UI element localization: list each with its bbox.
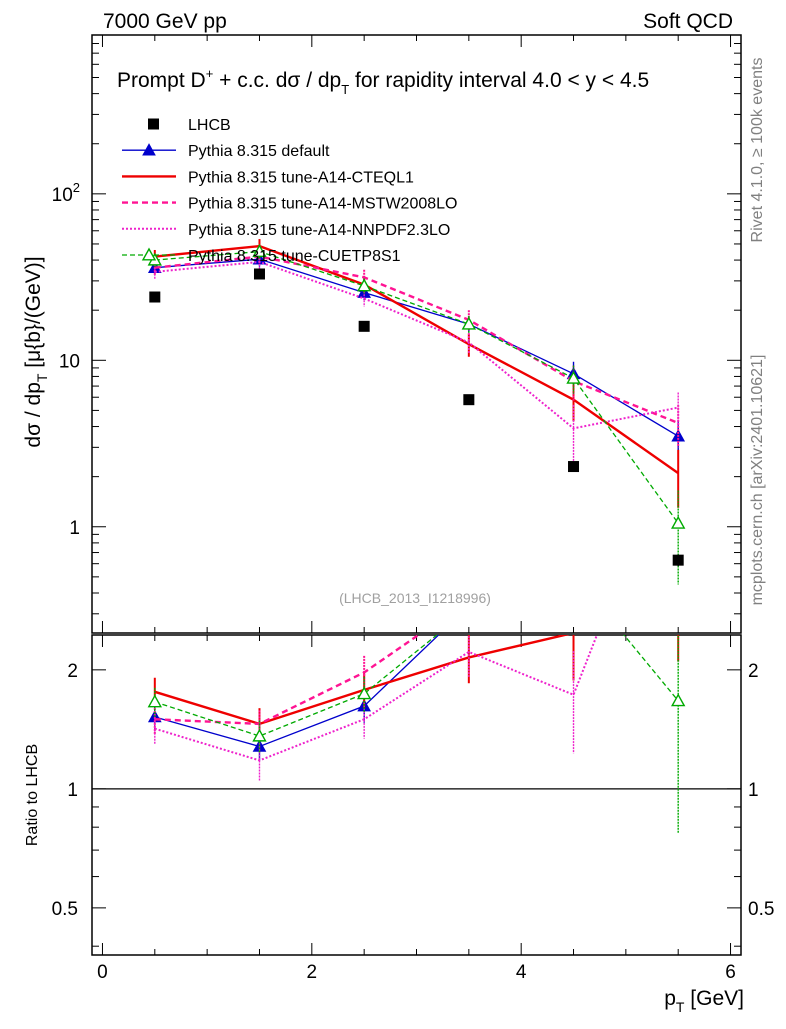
legend-marker-data xyxy=(148,118,159,130)
data-marker xyxy=(149,291,161,303)
ratio-y-tick-label-left: 0.5 xyxy=(52,899,78,920)
x-axis-label-sub: T xyxy=(676,999,685,1015)
series-4-ratio-marker xyxy=(568,568,580,579)
chart-title: Prompt D+ + c.c. dσ / dpT for rapidity i… xyxy=(117,66,649,97)
x-tick-label: 4 xyxy=(516,962,527,983)
legend-label-series-3: Pythia 8.315 tune-A14-NNPDF2.3LO xyxy=(188,222,450,239)
legend-marker-series-0 xyxy=(142,143,156,156)
legend-label-data: LHCB xyxy=(188,117,231,134)
legend-label-series-2: Pythia 8.315 tune-A14-MSTW2008LO xyxy=(188,196,457,213)
chart-title-tail: for rapidity interval 4.0 < y < 4.5 xyxy=(349,69,649,92)
series-4-ratio-line xyxy=(154,635,679,737)
series-4-line xyxy=(154,250,679,524)
ratio-axis-label: Ratio to LHCB xyxy=(24,744,41,846)
ratio-y-tick-label-left: 1 xyxy=(67,780,78,801)
x-axis-label-post: [GeV] xyxy=(684,987,744,1010)
chart-title-sup: + xyxy=(206,66,214,81)
ratio-plot xyxy=(147,563,686,834)
y-tick-label-base: 1 xyxy=(69,518,80,539)
y-axis-label-sub: T xyxy=(34,373,50,382)
analysis-id-label: (LHCB_2013_I1218996) xyxy=(339,590,491,606)
ratio-frame xyxy=(91,634,742,956)
series-4-marker xyxy=(461,316,477,330)
ratio-y-tick-label-right: 1 xyxy=(748,780,759,801)
legend-marker-series-4 xyxy=(141,247,157,261)
y-axis-label: dσ / dpT [μ{b}/(GeV)] xyxy=(22,256,50,447)
legend-label-series-0: Pythia 8.315 default xyxy=(188,143,330,160)
series-4-marker xyxy=(671,515,686,529)
x-tick-label: 0 xyxy=(97,962,108,983)
series-0-ratio-marker xyxy=(568,563,580,574)
header-left: 7000 GeV pp xyxy=(103,10,227,33)
series-4-marker xyxy=(566,370,581,384)
data-marker xyxy=(463,394,475,406)
x-tick-label: 6 xyxy=(725,962,736,983)
series-0-ratio-line xyxy=(154,635,440,748)
ratio-y-tick-label-right: 0.5 xyxy=(748,899,774,920)
mcplots-label: mcplots.cern.ch [arXiv:2401.10621] xyxy=(749,355,766,606)
rivet-version-label: Rivet 4.1.0, ≥ 100k events xyxy=(749,58,766,243)
series-3-ratio-line xyxy=(154,635,598,762)
y-tick-label-base: 10 xyxy=(59,351,80,372)
y-tick-label: 1 xyxy=(69,518,80,539)
y-tick-label: 10 xyxy=(59,351,80,372)
data-marker xyxy=(253,268,265,280)
legend-label-series-1: Pythia 8.315 tune-A14-CTEQL1 xyxy=(188,169,414,186)
x-tick-label: 2 xyxy=(307,962,318,983)
data-marker xyxy=(672,554,684,566)
series-4-marker xyxy=(356,278,372,292)
legend-label-series-4: Pythia 8.315 tune-CUETP8S1 xyxy=(188,248,401,265)
series-4-ratio-marker xyxy=(356,686,372,700)
series-4-ratio-marker xyxy=(147,694,162,708)
x-axis-label-pre: p xyxy=(664,987,676,1010)
series-1-line xyxy=(154,244,679,475)
series-3-line xyxy=(154,260,679,430)
y-tick-label: 102 xyxy=(52,180,80,206)
chart-title-pre: Prompt D xyxy=(117,69,206,92)
data-marker xyxy=(568,461,580,473)
y-axis-label-pre: dσ / dp xyxy=(22,382,45,448)
ratio-y-tick-label-left: 2 xyxy=(67,661,78,682)
x-axis-label: pT [GeV] xyxy=(664,987,744,1015)
series-4-ratio-marker xyxy=(671,693,686,707)
ratio-y-tick-label-right: 2 xyxy=(748,661,759,682)
y-tick-label-base: 10 xyxy=(52,185,73,206)
main-plot xyxy=(147,239,686,585)
series-1-ratio-line xyxy=(154,635,570,726)
series-2-line xyxy=(154,255,679,425)
header-right: Soft QCD xyxy=(643,10,733,33)
y-axis-label-post: [μ{b}/(GeV)] xyxy=(22,256,45,373)
series-2-ratio-line xyxy=(154,635,421,726)
data-marker xyxy=(358,320,370,332)
series-0-line xyxy=(154,258,679,437)
chart-title-sub: T xyxy=(341,82,349,97)
legend: LHCB Pythia 8.315 default Pythia 8.315 tun… xyxy=(122,117,457,265)
y-tick-label-exponent: 2 xyxy=(73,180,80,195)
series-4-ratio-marker xyxy=(252,728,267,742)
series-4-marker xyxy=(252,244,267,258)
chart-title-post: + c.c. dσ / dp xyxy=(213,69,341,92)
